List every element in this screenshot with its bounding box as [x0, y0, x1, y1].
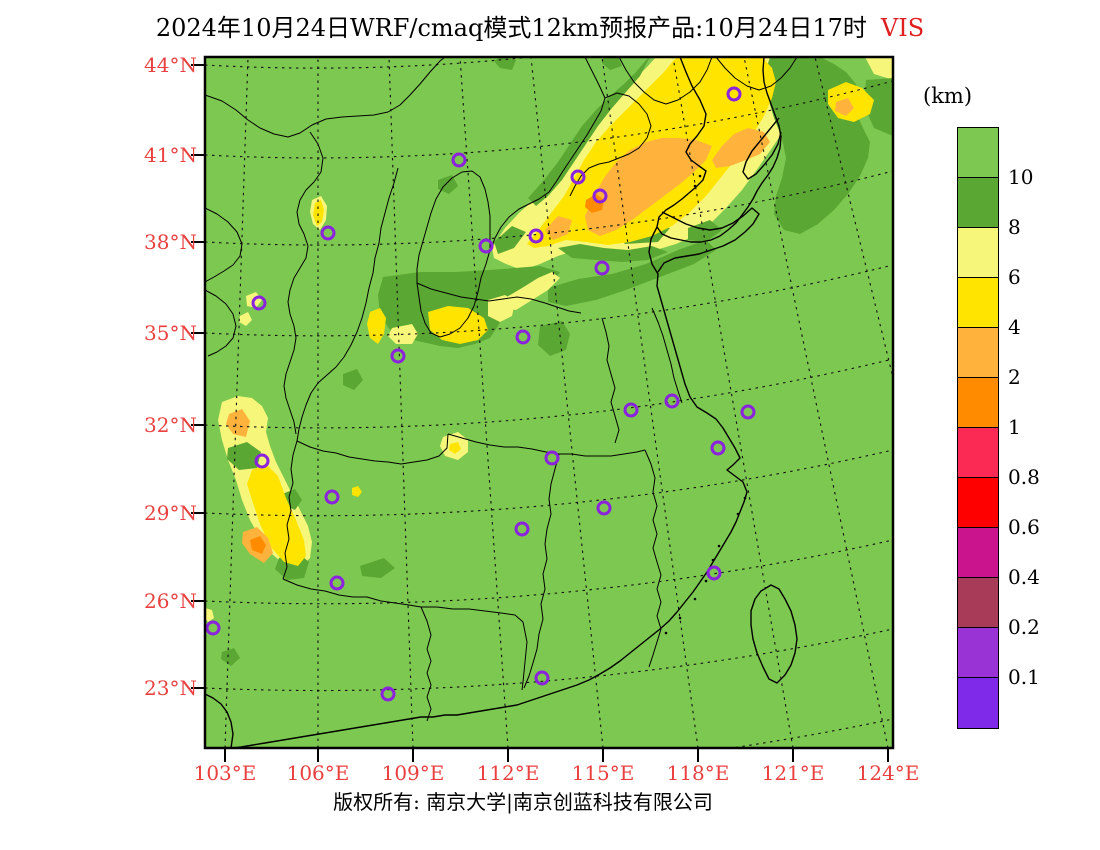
- legend-color-box: [958, 378, 998, 428]
- city-marker: [592, 188, 608, 204]
- lon-tick-label: 112°E: [476, 761, 540, 785]
- lat-tick-label: 38°N: [144, 230, 197, 254]
- lat-tick-label: 29°N: [144, 501, 197, 525]
- vis-2-4-region: [226, 98, 854, 563]
- province-boundaries: [205, 57, 798, 722]
- lat-tick-label: 26°N: [144, 589, 197, 613]
- lon-tick-label: 109°E: [381, 761, 445, 785]
- city-marker: [515, 329, 531, 345]
- city-marker: [205, 620, 221, 636]
- city-marker: [710, 440, 726, 456]
- city-marker: [478, 238, 494, 254]
- lon-tick-label: 118°E: [666, 761, 730, 785]
- city-marker: [623, 402, 639, 418]
- city-marker: [451, 152, 467, 168]
- map-background: [205, 57, 893, 748]
- legend-value-label: 0.1: [1008, 665, 1040, 689]
- lat-tick-label: 32°N: [144, 413, 197, 437]
- legend-value-label: 4: [1008, 315, 1021, 339]
- city-marker: [706, 565, 722, 581]
- legend-color-box: [958, 278, 998, 328]
- lat-tick-label: 44°N: [144, 53, 197, 77]
- city-marker: [251, 295, 267, 311]
- island-specks: [664, 174, 747, 635]
- legend-color-box: [958, 628, 998, 678]
- lon-tick-label: 103°E: [193, 761, 257, 785]
- map-border: [203, 55, 895, 750]
- legend-color-box: [958, 678, 998, 728]
- vis-1-2-region: [250, 194, 604, 554]
- legend-color-box: [958, 578, 998, 628]
- city-marker: [544, 450, 560, 466]
- legend-value-label: 1: [1008, 415, 1021, 439]
- lat-tick-label: 41°N: [144, 143, 197, 167]
- city-markers: [205, 86, 756, 702]
- city-marker: [514, 521, 530, 537]
- title-variable: VIS: [880, 14, 925, 42]
- city-marker: [320, 225, 336, 241]
- lon-tick-label: 121°E: [761, 761, 825, 785]
- city-marker: [726, 86, 742, 102]
- city-marker: [254, 453, 270, 469]
- longitude-gridlines: [224, 57, 893, 748]
- legend-value-label: 0.8: [1008, 465, 1040, 489]
- coastline: [205, 57, 798, 748]
- city-marker: [740, 404, 756, 420]
- legend-color-box: [958, 228, 998, 278]
- copyright-text: 版权所有: 南京大学|南京创蓝科技有限公司: [333, 790, 713, 814]
- city-marker: [324, 489, 340, 505]
- legend-value-label: 8: [1008, 215, 1021, 239]
- legend-color-box: [958, 178, 998, 228]
- city-marker: [390, 348, 406, 364]
- legend-value-label: 0.6: [1008, 515, 1040, 539]
- lat-tick-label: 23°N: [144, 676, 197, 700]
- city-marker: [570, 169, 586, 185]
- legend-colorbar: [957, 127, 999, 729]
- legend-value-label: 6: [1008, 265, 1021, 289]
- legend-unit: (km): [923, 84, 973, 108]
- legend-color-box: [958, 128, 998, 178]
- legend-color-box: [958, 528, 998, 578]
- city-marker: [596, 500, 612, 516]
- legend-color-box: [958, 328, 998, 378]
- city-marker: [528, 228, 544, 244]
- lon-tick-label: 106°E: [286, 761, 350, 785]
- latitude-gridlines: [205, 57, 893, 748]
- legend-color-box: [958, 428, 998, 478]
- legend-color-box: [958, 478, 998, 528]
- page-title: 2024年10月24日WRF/cmaq模式12km预报产品:10月24日17时 V…: [140, 8, 940, 43]
- lon-tick-label: 124°E: [856, 761, 920, 785]
- legend-value-label: 2: [1008, 365, 1021, 389]
- axis-ticks: [191, 64, 889, 762]
- city-marker: [664, 393, 680, 409]
- city-marker: [380, 686, 396, 702]
- city-marker: [594, 260, 610, 276]
- city-marker: [534, 670, 550, 686]
- city-marker: [329, 575, 345, 591]
- lon-tick-label: 115°E: [571, 761, 635, 785]
- title-text: 2024年10月24日WRF/cmaq模式12km预报产品:10月24日17时: [155, 14, 867, 42]
- lat-tick-label: 35°N: [144, 321, 197, 345]
- legend-value-label: 0.2: [1008, 615, 1040, 639]
- legend-value-label: 0.4: [1008, 565, 1040, 589]
- legend-value-label: 10: [1008, 165, 1034, 189]
